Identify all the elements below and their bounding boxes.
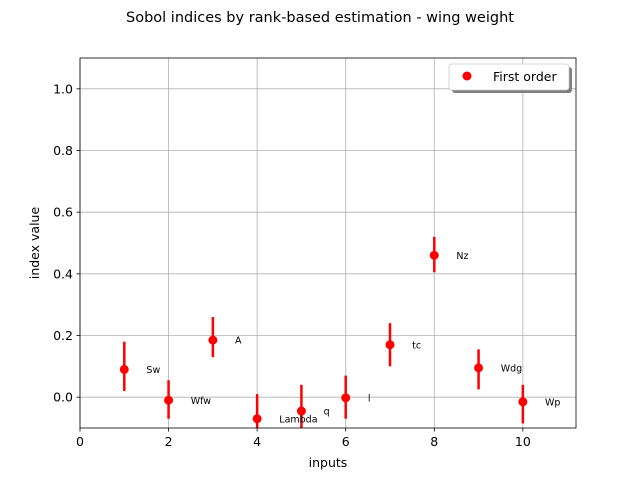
point-label: Wp (545, 397, 560, 408)
data-point (164, 395, 174, 405)
point-label: Sw (146, 365, 160, 376)
axis-ticks: 0 2 4 6 8 10 0.0 0.2 0.4 0.6 0.8 1.0 (53, 81, 531, 449)
data-point (385, 340, 395, 350)
y-tick-label: 0.8 (53, 143, 73, 158)
plot-frame (79, 57, 577, 429)
point-label: tc (412, 340, 421, 351)
x-axis-label: inputs (309, 455, 348, 470)
y-tick-label: 1.0 (53, 81, 73, 96)
legend-marker (462, 71, 472, 81)
x-tick-label: 2 (165, 434, 173, 449)
data-point (208, 335, 218, 345)
y-tick-label: 0.4 (53, 266, 73, 281)
data-point (474, 363, 484, 373)
x-tick-label: 6 (342, 434, 350, 449)
point-label: A (235, 336, 242, 347)
x-tick-label: 0 (76, 434, 84, 449)
point-label: Wdg (501, 363, 522, 374)
data-point (296, 406, 306, 416)
point-label: l (368, 393, 371, 404)
y-tick-label: 0.2 (53, 328, 73, 343)
data-point (252, 414, 262, 424)
x-tick-label: 10 (515, 434, 531, 449)
data-point (119, 364, 129, 374)
data-point (518, 397, 528, 407)
legend: First order (448, 63, 572, 93)
grid (79, 58, 576, 428)
point-label: Wfw (191, 396, 212, 407)
point-label: q (324, 407, 330, 418)
y-axis-label: index value (27, 207, 42, 280)
chart-title: Sobol indices by rank-based estimation -… (126, 10, 514, 26)
data-point (429, 250, 439, 260)
point-label: Nz (456, 251, 468, 262)
legend-label: First order (493, 69, 557, 84)
x-tick-label: 4 (253, 434, 261, 449)
legend-box (448, 63, 570, 91)
y-tick-label: 0.6 (53, 205, 73, 220)
y-tick-label: 0.0 (53, 390, 73, 405)
data-point (341, 393, 351, 403)
data-layer (119, 236, 528, 428)
point-label: Lambda (279, 414, 317, 425)
x-tick-label: 8 (430, 434, 438, 449)
